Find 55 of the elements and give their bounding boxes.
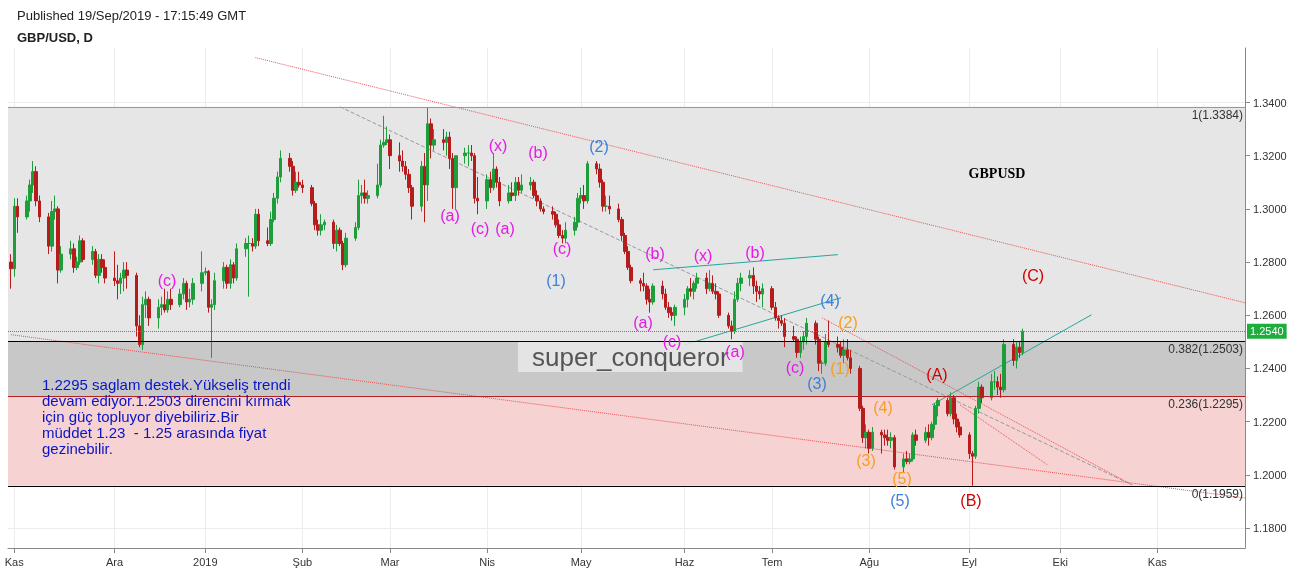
annotation: (c)	[157, 271, 177, 289]
ref-line-label: 0(1.1959)	[1191, 486, 1243, 501]
y-tick-label: 1.2000	[1253, 468, 1287, 481]
y-tick-label: 1.3400	[1253, 96, 1287, 109]
annotation: (4)	[873, 398, 893, 416]
annotation: (2)	[589, 137, 609, 155]
x-tick-label: Ara	[105, 555, 124, 568]
annotation: (2)	[838, 313, 858, 331]
annotation: (C)	[1021, 266, 1045, 284]
x-tick-label: Eki	[1052, 555, 1068, 568]
ref-line-label: 1.2540	[1250, 325, 1284, 338]
ref-line-label: 1(1.3384)	[1191, 107, 1243, 122]
annotation: (1)	[546, 271, 566, 289]
annotation: (3)	[807, 374, 827, 392]
annotation: (a)	[633, 313, 653, 331]
x-tick-label: Mar	[380, 555, 400, 568]
annotation: (A)	[926, 365, 948, 383]
annotation: (5)	[890, 491, 910, 509]
x-tick-label: Tem	[761, 555, 783, 568]
x-tick-label: Eyl	[961, 555, 978, 568]
x-tick-label: Ağu	[859, 555, 879, 568]
annotation: (b)	[528, 143, 548, 161]
annotation: (1)	[830, 359, 850, 377]
annotation: (c)	[470, 219, 490, 237]
y-tick-label: 1.2400	[1253, 362, 1287, 375]
annotation: (b)	[645, 244, 665, 262]
annotation: (c)	[785, 358, 805, 376]
x-tick-label: Şub	[292, 555, 313, 568]
chart-title: GBP/USD, D	[17, 30, 93, 45]
x-tick-label: 2019	[193, 555, 218, 568]
y-tick-label: 1.1800	[1253, 522, 1287, 535]
annotation: (b)	[745, 243, 765, 261]
annotation: (x)	[488, 136, 508, 154]
y-tick-label: 1.2600	[1253, 309, 1287, 322]
ref-line-label: 0.236(1.2295)	[1168, 397, 1243, 412]
ref-line-label: 0.382(1.2503)	[1168, 342, 1243, 357]
annotation: (a)	[440, 206, 460, 224]
x-tick-label: Nis	[479, 555, 496, 568]
x-tick-label: May	[570, 555, 592, 568]
annotation: (B)	[960, 491, 982, 509]
annotation: (x)	[693, 246, 713, 264]
y-tick-label: 1.3200	[1253, 149, 1287, 162]
annotation: (a)	[495, 219, 515, 237]
x-tick-label: Haz	[674, 555, 695, 568]
annotation: (5)	[892, 469, 912, 487]
y-tick-label: 1.2800	[1253, 256, 1287, 269]
annotation: GBPUSD	[968, 165, 1026, 181]
annotation: (3)	[856, 451, 876, 469]
y-tick-label: 1.2200	[1253, 415, 1287, 428]
chart-subtitle: Published 19/Sep/2019 - 17:15:49 GMT	[17, 8, 247, 23]
x-tick-label: Kas	[1147, 555, 1168, 568]
y-tick-label: 1.3000	[1253, 202, 1287, 215]
annotation: 1.2295 saglam destek.Yükseliş trendi devam ediyor.1.2503 direncini kırmak için güç topluyor diyebiliriz.Bir müddet 1.23 - 1.25 arasında fiyat gezinebilir.	[42, 375, 295, 457]
x-tick-label: Kas	[4, 555, 25, 568]
annotation: (c)	[552, 239, 572, 257]
